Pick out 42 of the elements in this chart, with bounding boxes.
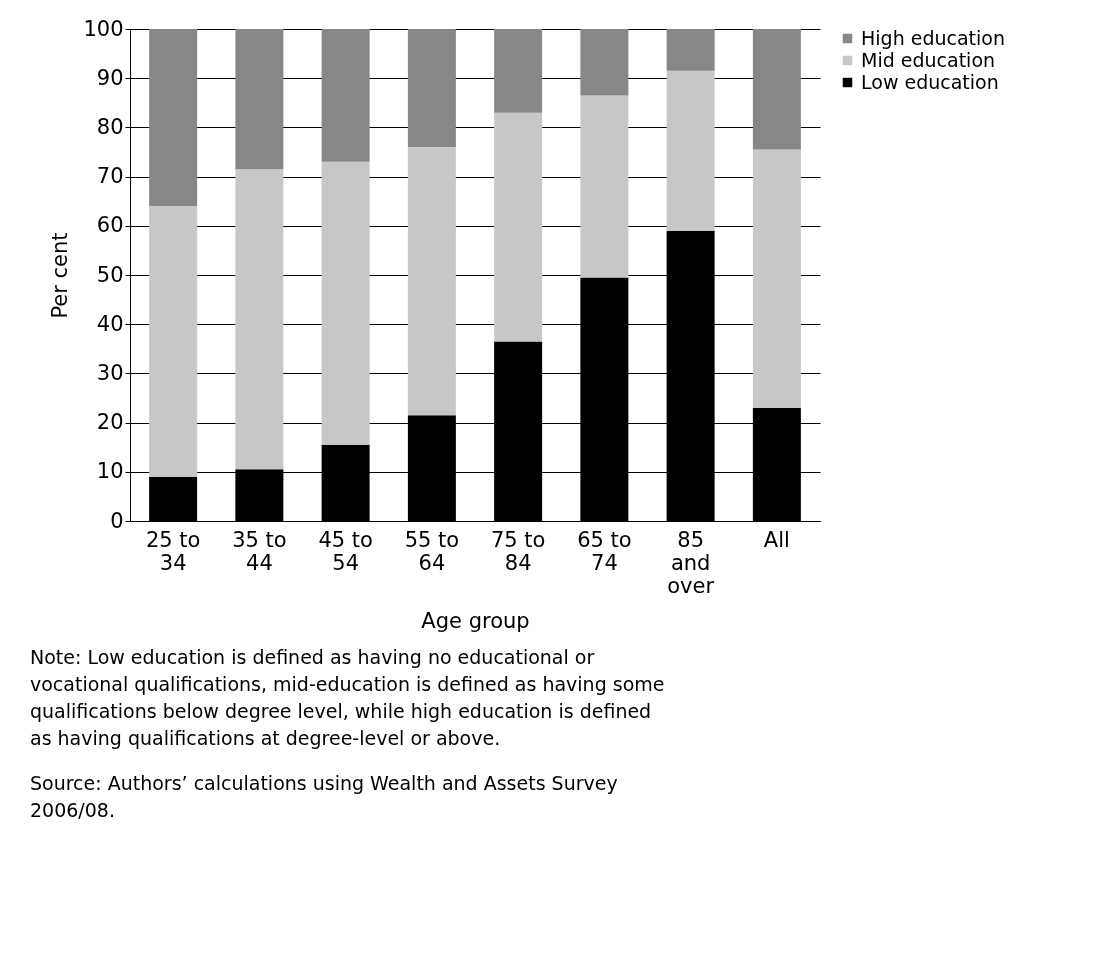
x-tick-label: 45 to 54: [318, 527, 373, 575]
y-tick-label: 60: [96, 213, 124, 238]
bar: [494, 29, 543, 113]
text: Note: Low education is defined as having no educational or vocational qualifications, mid-education is defined as having some qualifications below degree level, while high education is defined as having qualifications at degree-level or above.: [30, 646, 665, 749]
bar: [752, 149, 801, 408]
bar: [149, 206, 198, 477]
x-tick-label: 85 and over: [667, 527, 715, 598]
y-tick-label: 40: [96, 311, 124, 336]
legend-label: Mid education: [861, 48, 996, 71]
bar: [321, 161, 370, 445]
bar: [494, 112, 543, 342]
y-tick-label: 90: [96, 65, 124, 90]
x-tick-label: All: [763, 527, 790, 552]
bar: [580, 95, 629, 278]
legend-label: Low education: [861, 70, 999, 93]
y-axis-title: Per cent: [48, 232, 73, 319]
x-axis-title: Age group: [421, 608, 530, 633]
bar: [235, 169, 284, 470]
bar: [666, 70, 715, 231]
bar: [407, 147, 456, 416]
x-tick-label: 65 to 74: [577, 527, 632, 575]
bar: [235, 29, 284, 170]
x-tick-label: 35 to 44: [232, 527, 287, 575]
y-tick-label: 0: [110, 508, 124, 533]
legend-label: High education: [861, 26, 1005, 49]
bar: [666, 29, 715, 71]
y-tick-label: 10: [96, 459, 124, 484]
bar: [407, 29, 456, 148]
source-note: Source: Authors’ calculations using Wealth and Assets Survey 2006/08.: [30, 772, 618, 821]
bar: [149, 29, 198, 207]
y-tick-label: 30: [96, 360, 124, 385]
y-tick-label: 50: [96, 262, 124, 287]
x-tick-label: 55 to 64: [404, 527, 460, 575]
y-tick-label: 20: [96, 410, 124, 435]
bar: [580, 29, 629, 96]
x-tick-label: 75 to 84: [490, 527, 546, 575]
x-tick-label: 25 to 34: [145, 527, 201, 575]
y-tick-label: 80: [96, 114, 124, 139]
bar: [752, 29, 801, 150]
y-tick-label: 100: [83, 16, 124, 41]
y-tick-label: 70: [96, 164, 124, 189]
bar: [321, 29, 370, 162]
